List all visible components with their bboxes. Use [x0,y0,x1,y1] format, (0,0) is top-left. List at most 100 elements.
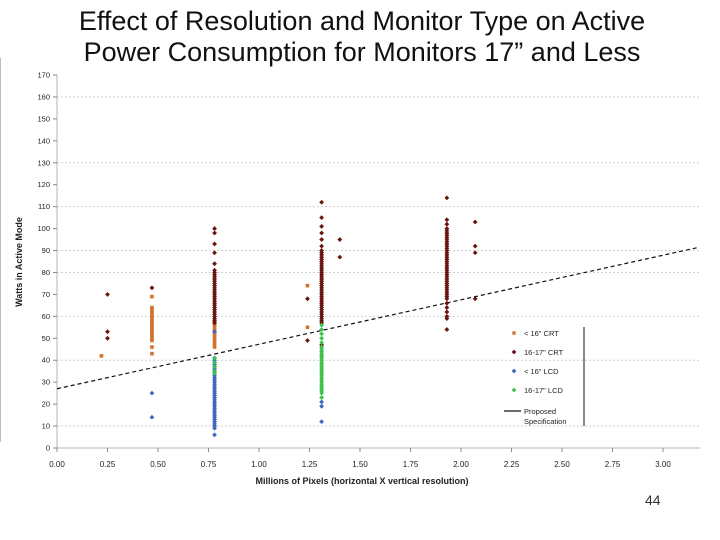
data-point-crt-16-17 [105,335,110,341]
slide-title: Effect of Resolution and Monitor Type on… [40,6,684,68]
x-tick-label: 2.50 [554,460,570,469]
data-point-crt-16-17 [305,338,310,343]
data-point-crt-under16 [150,351,154,356]
data-point-crt-under16 [150,323,154,327]
data-point-lcd-16-17 [212,355,217,361]
data-point-crt-under16 [212,340,217,345]
legend-label: < 16" CRT [524,329,559,338]
data-point-crt-16-17 [212,261,217,267]
data-point-crt-16-17 [319,230,325,236]
page-number: 44 [645,492,661,508]
data-point-crt-16-17 [444,305,450,310]
data-point-crt-under16 [150,334,154,338]
y-tick-label: 100 [37,224,50,233]
data-point-crt-16-17 [444,327,450,332]
legend-marker [512,331,516,335]
legend-label: Proposed [524,407,556,416]
data-point-lcd-under16 [319,419,325,425]
x-tick-label: 2.00 [453,460,469,469]
legend-marker [511,387,517,393]
data-point-crt-under16 [150,338,154,343]
data-point-crt-16-17 [212,226,217,231]
slide-title-line1: Effect of Resolution and Monitor Type on… [78,6,646,36]
y-tick-label: 110 [38,202,50,211]
x-tick-label: 0.00 [49,460,65,469]
data-point-crt-16-17 [149,285,155,291]
y-tick-label: 70 [42,290,50,299]
y-tick-label: 60 [42,312,50,321]
x-tick-label: 3.00 [655,460,671,469]
x-tick-label: 2.25 [504,460,520,469]
legend-marker [511,368,517,374]
x-tick-label: 0.75 [201,460,217,469]
data-point-crt-under16 [150,318,154,323]
data-point-lcd-under16 [212,329,217,335]
data-point-crt-under16 [150,314,154,319]
data-point-crt-under16 [212,336,217,341]
x-tick-label: 1.25 [302,460,318,469]
legend-label: 16-17" LCD [524,386,564,395]
data-point-crt-16-17 [212,250,217,256]
data-point-crt-under16 [150,307,154,312]
x-tick-label: 1.75 [403,460,419,469]
data-point-crt-16-17 [319,243,325,249]
data-point-crt-under16 [150,329,154,334]
data-point-crt-under16 [150,345,154,349]
x-tick-label: 1.50 [352,460,368,469]
data-point-lcd-16-17 [319,331,325,337]
data-point-crt-16-17 [212,241,217,247]
data-point-crt-under16 [305,325,310,330]
y-tick-label: 170 [37,71,50,80]
data-point-crt-under16 [150,310,154,314]
data-point-crt-16-17 [444,300,450,306]
y-tick-label: 50 [42,334,50,343]
y-tick-label: 150 [37,114,50,123]
slide-title-line2: Power Consumption for Monitors 17” and L… [83,37,641,67]
y-tick-label: 90 [42,246,50,255]
legend-label: < 16" LCD [524,367,559,376]
y-tick-label: 140 [37,136,50,145]
data-point-crt-under16 [150,316,154,321]
data-point-crt-under16 [150,305,154,310]
data-point-lcd-16-17 [319,335,325,341]
data-point-crt-16-17 [212,230,217,236]
data-point-crt-16-17 [472,243,478,249]
data-point-crt-16-17 [105,329,110,335]
data-point-crt-under16 [150,321,154,325]
x-axis-title: Millions of Pixels (horizontal X vertica… [255,476,468,486]
data-point-crt-16-17 [305,296,310,302]
data-point-crt-under16 [150,332,154,336]
data-point-crt-under16 [212,345,217,349]
x-tick-label: 1.00 [251,460,267,469]
data-point-lcd-under16 [319,403,325,409]
x-tick-label: 0.25 [100,460,116,469]
data-point-lcd-16-17 [319,395,325,400]
data-point-lcd-16-17 [212,370,217,376]
data-point-crt-16-17 [319,237,325,242]
data-point-crt-under16 [150,336,154,341]
y-tick-label: 0 [46,444,50,453]
x-tick-label: 0.50 [150,460,166,469]
data-point-crt-16-17 [319,223,325,229]
y-tick-label: 30 [42,378,50,387]
data-point-crt-16-17 [444,217,450,223]
data-point-crt-under16 [305,283,310,288]
data-point-crt-16-17 [105,292,110,297]
legend-label: 16-17" CRT [524,348,564,357]
data-point-crt-16-17 [444,195,450,201]
data-point-lcd-under16 [319,399,325,405]
y-tick-label: 160 [37,92,50,101]
data-point-crt-16-17 [319,215,325,221]
data-point-crt-under16 [212,325,217,330]
data-point-crt-16-17 [444,221,450,227]
y-tick-label: 130 [37,158,50,167]
data-point-crt-16-17 [472,250,478,256]
y-axis-title: Watts in Active Mode [14,217,24,307]
data-point-crt-16-17 [472,219,478,225]
y-tick-label: 20 [42,400,50,409]
y-tick-label: 40 [42,356,50,365]
data-point-crt-16-17 [444,309,450,315]
data-point-crt-under16 [150,327,154,332]
